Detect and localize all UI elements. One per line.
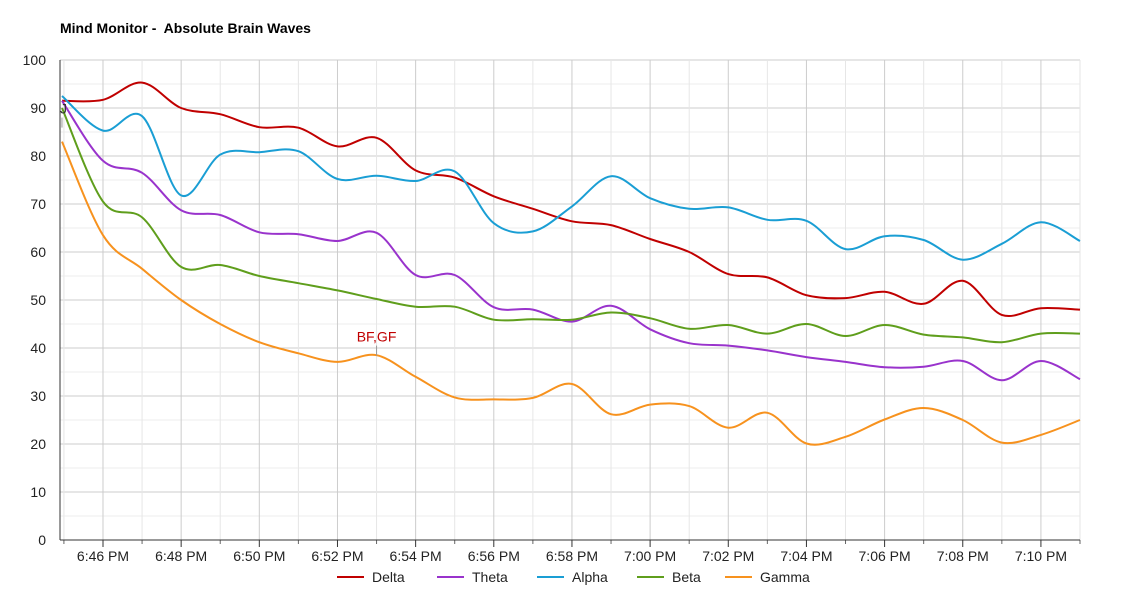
y-tick-label: 40 bbox=[30, 340, 46, 356]
y-tick-label: 0 bbox=[38, 532, 46, 548]
y-tick-label: 50 bbox=[30, 292, 46, 308]
legend-item-alpha[interactable]: Alpha bbox=[537, 569, 608, 585]
legend-item-delta[interactable]: Delta bbox=[337, 569, 405, 585]
x-tick-label: 7:02 PM bbox=[702, 548, 754, 564]
x-tick-label: 7:06 PM bbox=[859, 548, 911, 564]
legend-label: Alpha bbox=[572, 569, 608, 585]
y-tick-label: 100 bbox=[23, 52, 47, 68]
legend-item-theta[interactable]: Theta bbox=[437, 569, 508, 585]
series-layer bbox=[61, 81, 1081, 446]
x-tick-label: 7:00 PM bbox=[624, 548, 676, 564]
legend-label: Beta bbox=[672, 569, 701, 585]
annotation-label: BF,GF bbox=[357, 329, 397, 345]
x-tick-label: 6:46 PM bbox=[77, 548, 129, 564]
y-tick-label: 60 bbox=[30, 244, 46, 260]
y-tick-label: 30 bbox=[30, 388, 46, 404]
y-tick-label: 90 bbox=[30, 100, 46, 116]
x-tick-label: 7:08 PM bbox=[937, 548, 989, 564]
x-tick-label: 6:54 PM bbox=[390, 548, 442, 564]
legend-item-gamma[interactable]: Gamma bbox=[725, 569, 810, 585]
y-tick-label: 80 bbox=[30, 148, 46, 164]
x-tick-label: 6:50 PM bbox=[233, 548, 285, 564]
x-tick-label: 6:56 PM bbox=[468, 548, 520, 564]
grid-layer bbox=[60, 59, 1081, 541]
series-line-alpha bbox=[61, 95, 1081, 261]
series-line-delta bbox=[61, 81, 1081, 317]
x-tick-label: 7:10 PM bbox=[1015, 548, 1067, 564]
y-tick-label: 70 bbox=[30, 196, 46, 212]
x-tick-label: 7:04 PM bbox=[780, 548, 832, 564]
y-tick-label: 20 bbox=[30, 436, 46, 452]
legend-label: Delta bbox=[372, 569, 405, 585]
annotation-layer: J BF,GF bbox=[60, 101, 396, 356]
chart-title: Mind Monitor - Absolute Brain Waves bbox=[60, 20, 311, 36]
x-tick-label: 6:52 PM bbox=[311, 548, 363, 564]
legend-label: Gamma bbox=[760, 569, 810, 585]
legend-label: Theta bbox=[472, 569, 508, 585]
x-tick-label: 6:58 PM bbox=[546, 548, 598, 564]
series-line-theta bbox=[61, 100, 1081, 382]
legend-item-beta[interactable]: Beta bbox=[637, 569, 701, 585]
x-tick-label: 6:48 PM bbox=[155, 548, 207, 564]
annotation-label: J bbox=[60, 101, 67, 117]
legend-layer[interactable]: Delta Theta Alpha Beta Gamma bbox=[337, 569, 810, 585]
axis-layer: 0 10 20 30 40 50 60 70 80 90 100 6:46 PM 6:48 PM 6:50… bbox=[23, 52, 1081, 564]
series-line-beta bbox=[61, 107, 1081, 344]
series-line-gamma bbox=[61, 141, 1081, 446]
y-tick-label: 10 bbox=[30, 484, 46, 500]
